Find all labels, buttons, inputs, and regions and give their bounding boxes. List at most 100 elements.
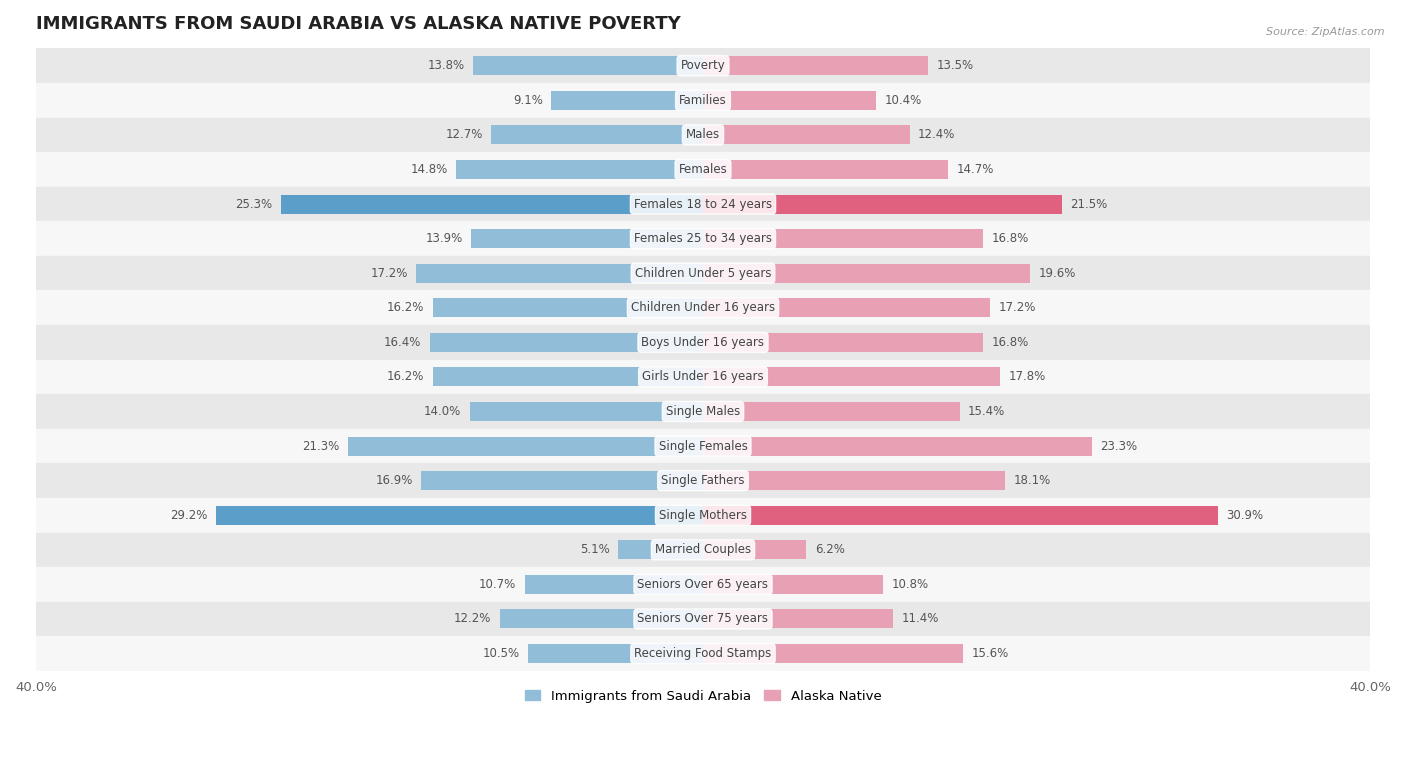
- Bar: [37, 429, 1369, 463]
- Text: Males: Males: [686, 128, 720, 142]
- Text: Source: ZipAtlas.com: Source: ZipAtlas.com: [1267, 27, 1385, 36]
- Bar: [37, 636, 1369, 671]
- Bar: [703, 91, 876, 110]
- Text: Children Under 16 years: Children Under 16 years: [631, 301, 775, 315]
- Text: 13.9%: 13.9%: [426, 232, 463, 245]
- Text: Females 25 to 34 years: Females 25 to 34 years: [634, 232, 772, 245]
- Bar: [703, 402, 960, 421]
- Bar: [527, 644, 703, 663]
- Bar: [703, 229, 983, 248]
- Bar: [37, 498, 1369, 533]
- Bar: [433, 368, 703, 387]
- Text: Children Under 5 years: Children Under 5 years: [634, 267, 772, 280]
- Text: Married Couples: Married Couples: [655, 543, 751, 556]
- Text: Seniors Over 65 years: Seniors Over 65 years: [637, 578, 769, 591]
- Bar: [281, 195, 703, 214]
- Bar: [37, 325, 1369, 359]
- Text: 21.5%: 21.5%: [1070, 198, 1107, 211]
- Text: Single Mothers: Single Mothers: [659, 509, 747, 522]
- Bar: [37, 83, 1369, 117]
- Text: 10.8%: 10.8%: [891, 578, 928, 591]
- Bar: [703, 333, 983, 352]
- Text: Poverty: Poverty: [681, 59, 725, 72]
- Text: 16.9%: 16.9%: [375, 475, 413, 487]
- Text: 10.4%: 10.4%: [884, 94, 922, 107]
- Text: 19.6%: 19.6%: [1038, 267, 1076, 280]
- Bar: [703, 56, 928, 75]
- Bar: [37, 221, 1369, 256]
- Text: 17.8%: 17.8%: [1008, 371, 1046, 384]
- Text: 14.8%: 14.8%: [411, 163, 449, 176]
- Text: 16.2%: 16.2%: [387, 371, 425, 384]
- Bar: [37, 567, 1369, 602]
- Text: 25.3%: 25.3%: [236, 198, 273, 211]
- Bar: [416, 264, 703, 283]
- Text: 15.4%: 15.4%: [969, 405, 1005, 418]
- Bar: [37, 152, 1369, 186]
- Text: 15.6%: 15.6%: [972, 647, 1008, 660]
- Text: 18.1%: 18.1%: [1014, 475, 1050, 487]
- Text: 14.7%: 14.7%: [956, 163, 994, 176]
- Bar: [491, 125, 703, 144]
- Text: 14.0%: 14.0%: [425, 405, 461, 418]
- Text: 11.4%: 11.4%: [901, 612, 939, 625]
- Bar: [429, 333, 703, 352]
- Text: 13.8%: 13.8%: [427, 59, 464, 72]
- Bar: [703, 471, 1005, 490]
- Bar: [703, 125, 910, 144]
- Bar: [433, 298, 703, 318]
- Bar: [499, 609, 703, 628]
- Bar: [37, 290, 1369, 325]
- Text: 17.2%: 17.2%: [370, 267, 408, 280]
- Text: 6.2%: 6.2%: [814, 543, 845, 556]
- Bar: [703, 609, 893, 628]
- Bar: [703, 264, 1029, 283]
- Legend: Immigrants from Saudi Arabia, Alaska Native: Immigrants from Saudi Arabia, Alaska Nat…: [519, 684, 887, 708]
- Text: 12.2%: 12.2%: [454, 612, 491, 625]
- Bar: [703, 368, 1000, 387]
- Text: 23.3%: 23.3%: [1099, 440, 1137, 453]
- Text: 12.7%: 12.7%: [446, 128, 482, 142]
- Bar: [37, 117, 1369, 152]
- Bar: [524, 575, 703, 594]
- Text: 10.7%: 10.7%: [479, 578, 516, 591]
- Bar: [619, 540, 703, 559]
- Bar: [37, 359, 1369, 394]
- Bar: [703, 575, 883, 594]
- Text: 21.3%: 21.3%: [302, 440, 339, 453]
- Bar: [703, 160, 948, 179]
- Text: 16.2%: 16.2%: [387, 301, 425, 315]
- Text: 16.8%: 16.8%: [991, 336, 1029, 349]
- Bar: [551, 91, 703, 110]
- Bar: [37, 186, 1369, 221]
- Text: Females 18 to 24 years: Females 18 to 24 years: [634, 198, 772, 211]
- Bar: [37, 394, 1369, 429]
- Bar: [703, 540, 807, 559]
- Text: 30.9%: 30.9%: [1226, 509, 1264, 522]
- Bar: [347, 437, 703, 456]
- Bar: [703, 298, 990, 318]
- Bar: [37, 602, 1369, 636]
- Text: 13.5%: 13.5%: [936, 59, 973, 72]
- Text: Families: Families: [679, 94, 727, 107]
- Bar: [456, 160, 703, 179]
- Text: 29.2%: 29.2%: [170, 509, 208, 522]
- Text: Seniors Over 75 years: Seniors Over 75 years: [637, 612, 769, 625]
- Text: 9.1%: 9.1%: [513, 94, 543, 107]
- Bar: [471, 229, 703, 248]
- Bar: [37, 256, 1369, 290]
- Text: 17.2%: 17.2%: [998, 301, 1036, 315]
- Bar: [422, 471, 703, 490]
- Text: Single Females: Single Females: [658, 440, 748, 453]
- Bar: [217, 506, 703, 525]
- Text: Single Fathers: Single Fathers: [661, 475, 745, 487]
- Text: 5.1%: 5.1%: [579, 543, 610, 556]
- Bar: [703, 644, 963, 663]
- Bar: [37, 49, 1369, 83]
- Text: 12.4%: 12.4%: [918, 128, 956, 142]
- Bar: [703, 506, 1219, 525]
- Text: 16.8%: 16.8%: [991, 232, 1029, 245]
- Bar: [703, 195, 1062, 214]
- Bar: [37, 533, 1369, 567]
- Bar: [472, 56, 703, 75]
